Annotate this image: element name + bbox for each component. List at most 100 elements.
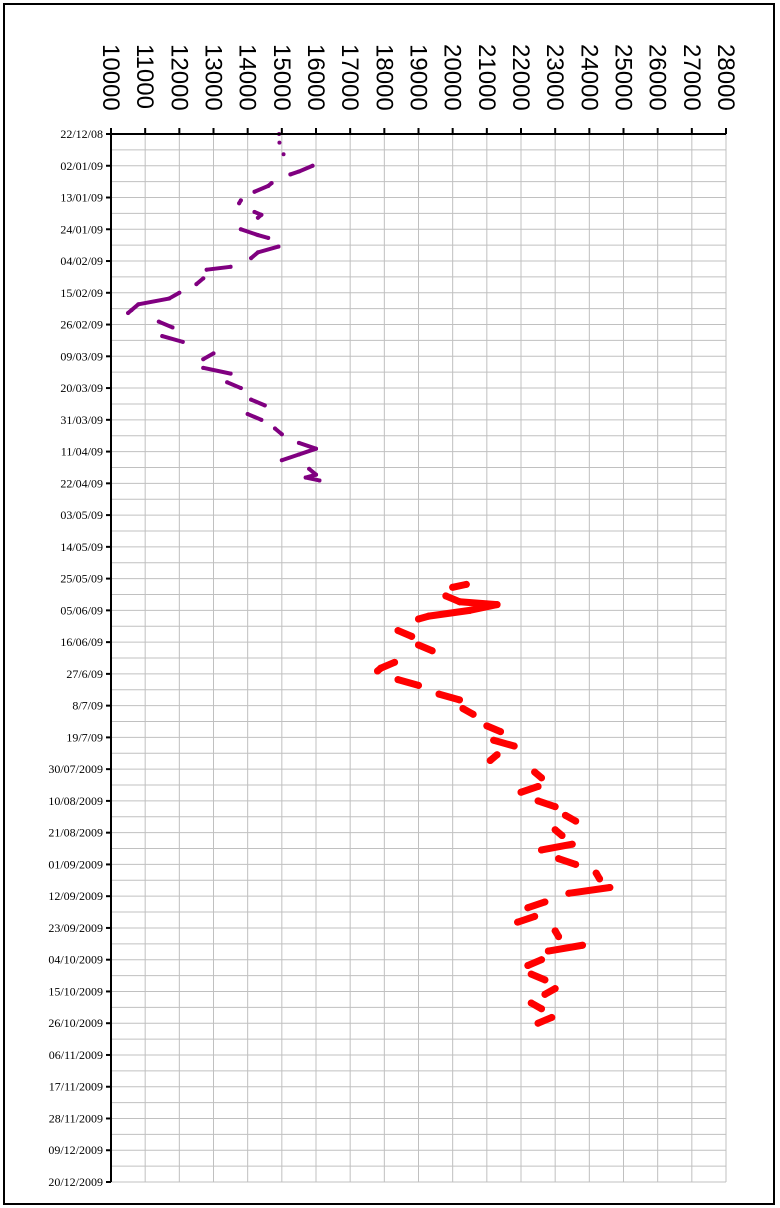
series-2-segment [565, 884, 614, 897]
series-1-segment [255, 244, 281, 255]
x-tick-label: 20000 [439, 44, 466, 111]
series-1-point [160, 334, 165, 339]
series-1-segment [296, 163, 315, 174]
series-1-point [228, 371, 233, 376]
series-2-point [394, 676, 402, 684]
series-1-point [273, 426, 277, 431]
series-2-point [456, 598, 463, 606]
series-2-segment [435, 690, 463, 704]
series-2-point [408, 632, 416, 640]
x-tick-label: 28000 [712, 44, 739, 111]
series-2-point [442, 592, 450, 600]
series-2-point [555, 855, 563, 863]
series-1-segment [303, 475, 322, 483]
series-1-point [255, 250, 260, 255]
series-1-point [307, 466, 312, 471]
y-tick-label: 25/05/09 [60, 572, 103, 586]
y-tick-label: 22/12/08 [60, 127, 103, 141]
y-tick-labels: 22/12/08 02/01/09 13/01/09 24/01/09 04/02/09… [48, 127, 103, 1189]
y-tick-label: 09/12/2009 [48, 1143, 103, 1157]
series-1-point [170, 325, 175, 330]
series-2-point [548, 1013, 556, 1021]
series-1-segment [238, 227, 260, 238]
x-tick-label: 15000 [268, 44, 295, 111]
series-2-point [544, 947, 552, 955]
series-1-point [252, 189, 257, 194]
series-1-segment [296, 446, 318, 457]
series-2-point [561, 811, 569, 819]
y-tick-label: 11/04/09 [61, 445, 103, 459]
series-1-point [180, 339, 185, 344]
series-2-point [555, 933, 563, 941]
x-tick-label: 23000 [541, 44, 568, 111]
series-2-point [524, 904, 532, 912]
series-1 [126, 132, 322, 483]
series-1-point [237, 201, 242, 206]
x-tick-label: 24000 [575, 44, 602, 111]
series-2-point [493, 751, 501, 759]
series-1-segment [279, 452, 301, 463]
series-2-point [551, 985, 559, 993]
x-tick-label: 22000 [507, 44, 534, 111]
series-1-segment [160, 334, 185, 344]
series-1-point [129, 308, 134, 313]
series-2 [374, 580, 614, 1027]
y-tick-label: 8/7/09 [72, 699, 103, 713]
series-1-point [310, 163, 315, 168]
x-tick-label: 16000 [302, 44, 329, 111]
series-2-point [524, 961, 532, 969]
series-2-point [394, 627, 402, 635]
series-1-point [296, 169, 301, 174]
series-2-point [538, 846, 545, 854]
series-2-point [415, 615, 422, 623]
series-1-point [238, 386, 243, 391]
x-tick-label: 21000 [473, 44, 500, 111]
series-2-point [527, 999, 535, 1007]
series-2-point [534, 782, 542, 790]
series-2-point [374, 667, 381, 675]
series-2-point [466, 606, 474, 614]
series-1-point [276, 244, 281, 249]
series-1-point [156, 319, 161, 324]
series-1-point [201, 276, 206, 281]
series-1-point [204, 267, 209, 272]
series-2-point [493, 601, 501, 609]
series-1-point [249, 256, 254, 261]
y-tick-label: 12/09/2009 [48, 889, 103, 903]
series-2-segment [425, 606, 474, 620]
series-1-point [228, 264, 233, 269]
series-2-point [596, 875, 604, 883]
series-1-point [126, 310, 131, 315]
series-1-point [279, 458, 284, 463]
series-2-point [606, 884, 614, 892]
chart-border [3, 3, 775, 1205]
y-tick-label: 26/10/2009 [48, 1016, 103, 1030]
series-1-point [259, 212, 264, 217]
series-1-point [266, 235, 271, 240]
series-layer [126, 132, 614, 1027]
series-2-point [534, 797, 542, 805]
series-1-segment [201, 365, 233, 376]
series-2-point [391, 658, 399, 666]
series-2-point [514, 918, 522, 926]
y-tick-label: 26/02/09 [60, 318, 103, 332]
series-2-point [538, 774, 545, 782]
y-tick-label: 21/08/2009 [48, 826, 103, 840]
y-tick-label: 19/7/09 [66, 730, 103, 744]
series-2-point [483, 722, 491, 730]
series-2-point [497, 728, 504, 736]
series-1-point [201, 357, 206, 362]
series-1-point [303, 475, 308, 480]
y-tick-label: 01/09/2009 [48, 857, 103, 871]
y-tick-label: 16/06/09 [60, 635, 103, 649]
series-1-point [225, 380, 230, 385]
y-tick-label: 23/09/2009 [48, 921, 103, 935]
series-2-point [459, 705, 467, 713]
y-tick-label: 10/08/2009 [48, 794, 103, 808]
series-2-point [531, 912, 539, 920]
series-1-point [296, 440, 301, 445]
series-2-point [486, 756, 494, 764]
x-tick-label: 14000 [234, 44, 261, 111]
x-tick-label: 10000 [97, 44, 124, 111]
y-tick-label: 13/01/09 [60, 191, 103, 205]
